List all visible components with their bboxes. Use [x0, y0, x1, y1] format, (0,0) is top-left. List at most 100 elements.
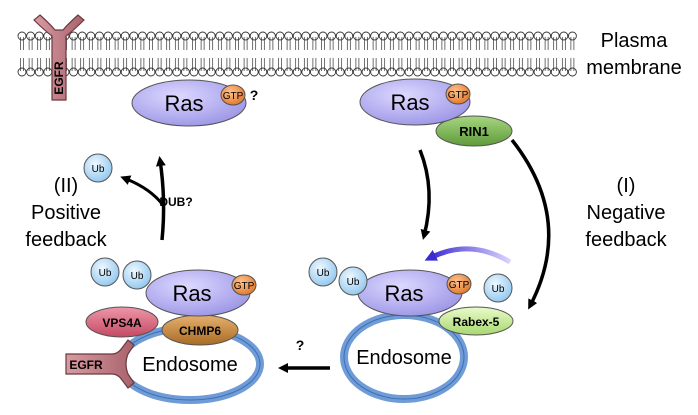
endosome-label: Endosome: [142, 354, 238, 376]
ub-label: Ub: [492, 284, 505, 295]
lipid-head: [284, 67, 294, 77]
ub-label: Ub: [131, 271, 144, 282]
lipid-head: [241, 31, 251, 41]
lipid-head: [387, 67, 397, 77]
lipid-head: [112, 67, 122, 77]
lipid-head: [155, 67, 165, 77]
lipid-head: [438, 67, 448, 77]
lipid-head: [327, 31, 337, 41]
lipid-head: [198, 31, 208, 41]
lipid-head: [499, 67, 509, 77]
egfr-receptor-endosome: EGFR: [65, 339, 135, 389]
lipid-head: [542, 67, 552, 77]
ras-membrane-left: Ras GTP ?: [131, 79, 258, 127]
transfer-question-mark: ?: [296, 337, 305, 353]
lipid-head: [292, 31, 302, 41]
lipid-head: [94, 31, 104, 41]
gtp-label: GTP: [448, 90, 469, 101]
lipid-head: [344, 31, 354, 41]
lipid-head: [172, 31, 182, 41]
lipid-head: [335, 31, 345, 41]
ub-label: Ub: [347, 277, 360, 288]
chmp6-protein: CHMP6: [161, 314, 239, 346]
lipid-head: [112, 31, 122, 41]
lipid-head: [404, 31, 414, 41]
lipid-head: [292, 67, 302, 77]
lipid-head: [533, 31, 543, 41]
lipid-head: [430, 67, 440, 77]
lipid-head: [258, 67, 268, 77]
lipid-head: [258, 31, 268, 41]
positive-label-line3: feedback: [25, 229, 107, 251]
lipid-head: [352, 31, 362, 41]
negative-label-line3: feedback: [585, 229, 667, 251]
lipid-head: [413, 67, 423, 77]
lipid-head: [464, 31, 474, 41]
lipid-head: [318, 67, 328, 77]
lipid-head: [542, 31, 552, 41]
lipid-head: [490, 31, 500, 41]
lipid-head: [77, 67, 87, 77]
lipid-head: [524, 31, 534, 41]
lipid-head: [198, 67, 208, 77]
lipid-head: [507, 31, 517, 41]
ras-label: Ras: [172, 281, 211, 306]
lipid-head: [69, 67, 79, 77]
lipid-head: [344, 67, 354, 77]
lipid-head: [189, 31, 199, 41]
lipid-head: [473, 67, 483, 77]
lipid-head: [430, 31, 440, 41]
egfr-receptor-membrane: EGFR: [33, 14, 85, 101]
lipid-head: [421, 31, 431, 41]
lipid-head: [129, 67, 139, 77]
lipid-head: [120, 67, 130, 77]
lipid-head: [232, 31, 242, 41]
lipid-head: [249, 67, 259, 77]
lipid-head: [249, 31, 259, 41]
lipid-head: [361, 67, 371, 77]
lipid-head: [309, 67, 319, 77]
negative-label-line2: Negative: [587, 202, 666, 224]
gtp-label: GTP: [234, 281, 255, 292]
rin1-label: RIN1: [459, 124, 489, 139]
lipid-head: [26, 31, 36, 41]
lipid-head: [550, 31, 560, 41]
ras-label: Ras: [164, 91, 203, 116]
lipid-head: [447, 31, 457, 41]
vps4a-protein: VPS4A: [85, 306, 159, 338]
gtp-label: GTP: [223, 91, 244, 102]
lipid-head: [567, 31, 577, 41]
negative-label-line1: (I): [617, 175, 636, 197]
lipid-head: [163, 31, 173, 41]
lipid-head: [34, 67, 44, 77]
lipid-head: [241, 67, 251, 77]
dub-arrow: [120, 175, 165, 206]
lipid-head: [395, 31, 405, 41]
lipid-head: [206, 67, 216, 77]
ras-label: Ras: [390, 90, 429, 115]
lipid-head: [378, 67, 388, 77]
lipid-head: [490, 67, 500, 77]
lipid-head: [223, 31, 233, 41]
lipid-head: [361, 31, 371, 41]
lipid-head: [318, 31, 328, 41]
ub-label: Ub: [99, 268, 112, 279]
ras-membrane-right: RIN1 Ras GTP: [359, 78, 513, 147]
rabex5-protein: Rabex-5: [438, 306, 514, 336]
lipid-head: [481, 67, 491, 77]
plasma-membrane: [17, 31, 580, 77]
lipid-head: [499, 31, 509, 41]
ras-endosome-left: Ras GTP Ub Ub: [90, 257, 257, 317]
lipid-head: [146, 67, 156, 77]
lipid-head: [533, 67, 543, 77]
lipid-head: [17, 67, 27, 77]
lipid-head: [266, 67, 276, 77]
vps4a-label: VPS4A: [102, 316, 142, 330]
lipid-head: [180, 67, 190, 77]
lipid-head: [172, 67, 182, 77]
rin1-rabex-arrow: [510, 138, 551, 310]
lipid-head: [137, 67, 147, 77]
lipid-head: [86, 67, 96, 77]
positive-label-line1: (II): [54, 175, 78, 197]
